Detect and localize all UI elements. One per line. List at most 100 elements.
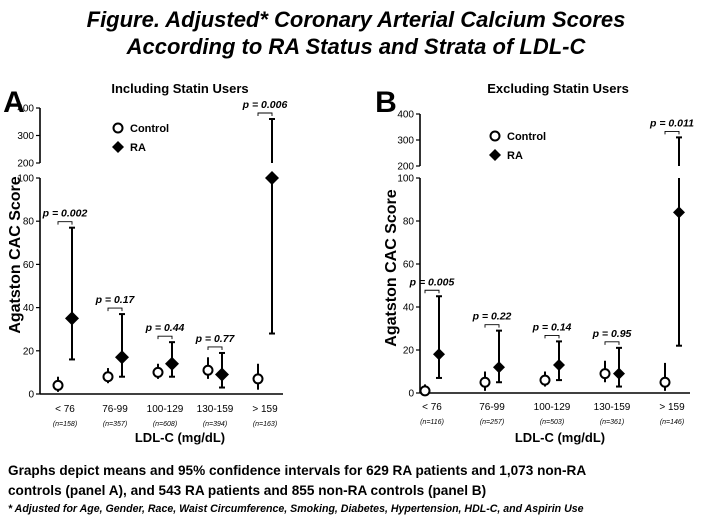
panel-a-p-value: p = 0.44 bbox=[145, 322, 185, 334]
figure-title-line-1: Figure. Adjusted* Coronary Arterial Calc… bbox=[86, 7, 626, 32]
panel-b-p-value: p = 0.22 bbox=[472, 311, 512, 323]
panel-a-y-axis-label: Agatston CAC Score bbox=[7, 176, 24, 333]
panel-a-x-tick-label: 76-99 bbox=[102, 404, 128, 415]
panel-b-y-tick-label: 60 bbox=[403, 260, 415, 271]
panel-a-p-value: p = 0.002 bbox=[42, 208, 88, 220]
panel-b-legend-control-marker bbox=[489, 130, 501, 142]
footnote: * Adjusted for Age, Gender, Race, Waist … bbox=[8, 503, 584, 515]
caption-line-2: controls (panel A), and 543 RA patients … bbox=[8, 483, 487, 498]
panel-b-control-point bbox=[599, 368, 611, 380]
panel-a-control-point bbox=[252, 373, 264, 385]
panel-b-n-label: (n=361) bbox=[600, 419, 624, 426]
panel-b-y-axis-label: Agatston CAC Score bbox=[383, 189, 400, 346]
panel-a-ra-point bbox=[165, 356, 179, 371]
panel-b-p-bracket bbox=[484, 324, 500, 328]
panel-a-x-tick-label: > 159 bbox=[252, 404, 278, 415]
panel-a-upper-y-tick-label: 200 bbox=[17, 159, 34, 170]
panel-a-n-label: (n=163) bbox=[253, 421, 277, 428]
panel-a-upper-y-tick-label: 400 bbox=[17, 104, 34, 115]
panel-b-upper-y-tick-label: 300 bbox=[397, 136, 414, 147]
panel-b-p-value: p = 0.95 bbox=[592, 328, 632, 340]
panel-a-y-tick-label: 40 bbox=[23, 303, 35, 314]
panel-a-y-tick-label: 20 bbox=[23, 346, 35, 357]
caption: Graphs depict means and 95% confidence i… bbox=[8, 461, 708, 501]
panel-a-p-bracket bbox=[107, 307, 123, 312]
panel-b-control-point bbox=[539, 374, 551, 386]
panel-a-p-value: p = 0.17 bbox=[95, 294, 136, 306]
figure-title: Figure. Adjusted* Coronary Arterial Calc… bbox=[0, 6, 712, 60]
panel-b-upper-y-tick-label: 400 bbox=[397, 110, 414, 121]
panel-b-x-tick-label: 100-129 bbox=[534, 402, 571, 413]
panel-b-title: Excluding Statin Users bbox=[487, 81, 629, 96]
figure-title-line-2: According to RA Status and Strata of LDL… bbox=[126, 34, 586, 59]
panel-b-p-bracket bbox=[424, 289, 440, 294]
panel-b: B Excluding Statin Users Agatston CAC Scor… bbox=[375, 81, 694, 445]
panel-a-y-tick-label: 60 bbox=[23, 260, 35, 271]
panel-b-ra-point bbox=[673, 206, 685, 219]
panel-a-y-tick-label: 80 bbox=[23, 217, 35, 228]
panel-a-n-label: (n=357) bbox=[103, 421, 127, 428]
panel-b-legend-control-label: Control bbox=[507, 131, 546, 143]
panel-a-letter: A bbox=[3, 86, 25, 119]
panel-a-n-label: (n=158) bbox=[53, 421, 77, 428]
panel-b-x-axis-label: LDL-C (mg/dL) bbox=[515, 430, 605, 445]
panel-b-y-tick-label: 40 bbox=[403, 303, 415, 314]
panel-b-control-point bbox=[479, 376, 491, 388]
panel-a-legend-ra-label: RA bbox=[130, 142, 146, 154]
panel-a-ra-point bbox=[265, 171, 279, 185]
panel-a-ra-point bbox=[115, 350, 129, 365]
panel-b-n-label: (n=116) bbox=[420, 419, 444, 426]
panel-b-n-label: (n=146) bbox=[660, 419, 684, 426]
panel-a-ra-point bbox=[215, 367, 229, 382]
panel-b-p-value: p = 0.14 bbox=[532, 321, 572, 333]
panel-b-ra-point bbox=[493, 361, 505, 374]
panel-a-legend-control-marker bbox=[112, 122, 124, 134]
panel-b-ra-point bbox=[433, 348, 445, 361]
panel-b-y-tick-label: 0 bbox=[408, 389, 414, 400]
panel-a-legend-control-label: Control bbox=[130, 123, 169, 135]
panel-b-x-tick-label: 76-99 bbox=[479, 402, 505, 413]
panel-a-x-tick-label: 100-129 bbox=[147, 404, 184, 415]
panel-b-p-value: p = 0.005 bbox=[409, 276, 455, 288]
panel-b-y-tick-label: 20 bbox=[403, 346, 415, 357]
caption-line-1: Graphs depict means and 95% confidence i… bbox=[8, 463, 587, 478]
panel-a-x-tick-label: < 76 bbox=[55, 404, 75, 415]
panel-a-p-bracket bbox=[157, 335, 173, 340]
panel-b-n-label: (n=257) bbox=[480, 419, 504, 426]
panel-b-p-bracket bbox=[604, 341, 620, 345]
panel-b-legend-ra-marker bbox=[489, 149, 501, 161]
panel-b-y-tick-label: 100 bbox=[397, 174, 414, 185]
panel-b-n-label: (n=503) bbox=[540, 419, 564, 426]
panel-a-p-value: p = 0.77 bbox=[195, 333, 236, 345]
panel-a-p-bracket bbox=[207, 346, 223, 350]
panel-a-control-point bbox=[52, 379, 64, 391]
chart-canvas: A Including Statin Users Agatston CAC Scor… bbox=[3, 81, 694, 445]
panel-a-ra-point bbox=[65, 311, 79, 326]
panel-b-ra-point bbox=[553, 359, 565, 372]
panel-b-control-point bbox=[659, 376, 671, 388]
panel-a-y-tick-label: 0 bbox=[28, 390, 34, 401]
panel-b-x-tick-label: 130-159 bbox=[594, 402, 631, 413]
panel-a-n-label: (n=394) bbox=[203, 421, 227, 428]
panel-a-p-bracket bbox=[57, 221, 73, 225]
panel-b-upper-y-tick-label: 200 bbox=[397, 162, 414, 173]
panel-b-p-value: p = 0.011 bbox=[649, 117, 694, 129]
panel-a-p-value: p = 0.006 bbox=[242, 99, 288, 111]
panel-a-x-tick-label: 130-159 bbox=[197, 404, 234, 415]
panel-b-y-tick-label: 80 bbox=[403, 217, 415, 228]
panel-a-upper-y-tick-label: 300 bbox=[17, 131, 34, 142]
panel-b-p-bracket bbox=[544, 334, 560, 339]
panel-a-control-point bbox=[102, 371, 114, 383]
panel-a-x-axis-label: LDL-C (mg/dL) bbox=[135, 430, 225, 445]
panel-b-x-tick-label: > 159 bbox=[659, 402, 685, 413]
panel-b-x-tick-label: < 76 bbox=[422, 402, 442, 413]
panel-a-n-label: (n=608) bbox=[153, 421, 177, 428]
panel-a-control-point bbox=[202, 364, 214, 376]
panel-a-legend-ra-marker bbox=[112, 141, 124, 153]
panel-b-legend-ra-label: RA bbox=[507, 150, 523, 162]
panel-a-title: Including Statin Users bbox=[111, 81, 248, 96]
panel-a-y-tick-label: 100 bbox=[17, 174, 34, 185]
panel-a-p-bracket bbox=[257, 112, 273, 116]
panel-a-control-point bbox=[152, 366, 164, 378]
panel-a: A Including Statin Users Agatston CAC Scor… bbox=[3, 81, 287, 445]
